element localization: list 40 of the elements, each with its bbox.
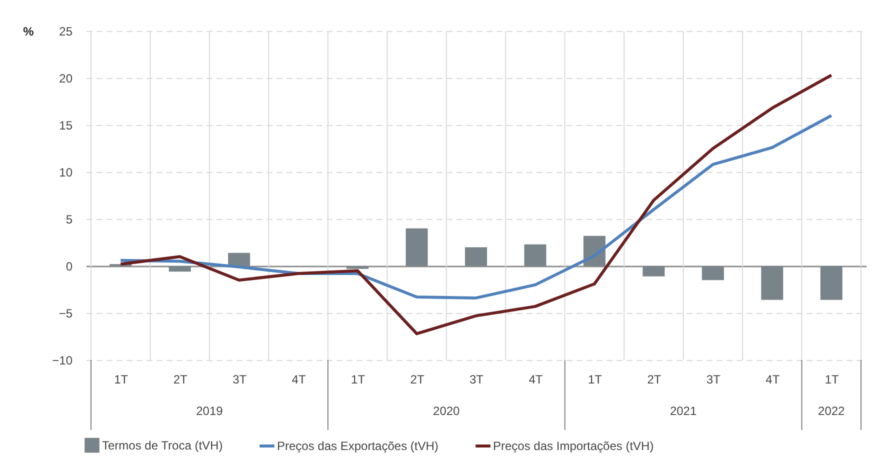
x-tick-label: 4T — [292, 372, 306, 386]
bar — [524, 244, 546, 266]
bar — [642, 266, 665, 276]
x-tick-label: 2T — [410, 372, 425, 386]
legend-label: Preços das Importações (tVH) — [493, 439, 654, 453]
x-tick-label: 1T — [824, 372, 840, 386]
bar — [406, 228, 428, 266]
bar — [820, 266, 842, 300]
bar — [228, 252, 250, 266]
y-tick-label: −10 — [52, 354, 73, 368]
y-tick-label: 25 — [59, 24, 73, 38]
bar — [465, 247, 487, 266]
bar — [168, 266, 191, 272]
bar — [702, 266, 724, 280]
x-tick-label: 2T — [647, 372, 662, 386]
y-tick-label: 10 — [59, 166, 73, 180]
x-tick-label: 3T — [706, 372, 722, 386]
y-tick-label: 15 — [59, 118, 73, 132]
line-series — [119, 74, 833, 336]
x-tick-label: 3T — [232, 372, 248, 386]
text: 2020 — [433, 404, 460, 418]
x-tick-label: 2T — [173, 372, 188, 386]
x-tick-label: 1T — [114, 372, 129, 386]
text: 2021 — [670, 404, 697, 418]
legend-label: Termos de Troca (tVH) — [102, 438, 223, 452]
text: 2019 — [196, 404, 224, 418]
y-tick-label: −5 — [58, 306, 73, 320]
y-tick-label: 20 — [59, 72, 73, 86]
bar — [761, 266, 784, 300]
x-tick-label: 4T — [528, 372, 544, 386]
y-tick-label: 0 — [66, 260, 73, 274]
x-tick-label: 3T — [469, 372, 484, 386]
bar — [346, 266, 369, 269]
x-tick-label: 4T — [766, 372, 780, 386]
text: 2022 — [818, 404, 846, 418]
x-tick-label: 1T — [351, 372, 366, 386]
y-axis-title: % — [23, 24, 34, 38]
legend-label: Preços das Exportações (tVH) — [277, 439, 438, 453]
y-tick-label: 5 — [66, 212, 73, 226]
x-tick-label: 1T — [588, 372, 603, 386]
